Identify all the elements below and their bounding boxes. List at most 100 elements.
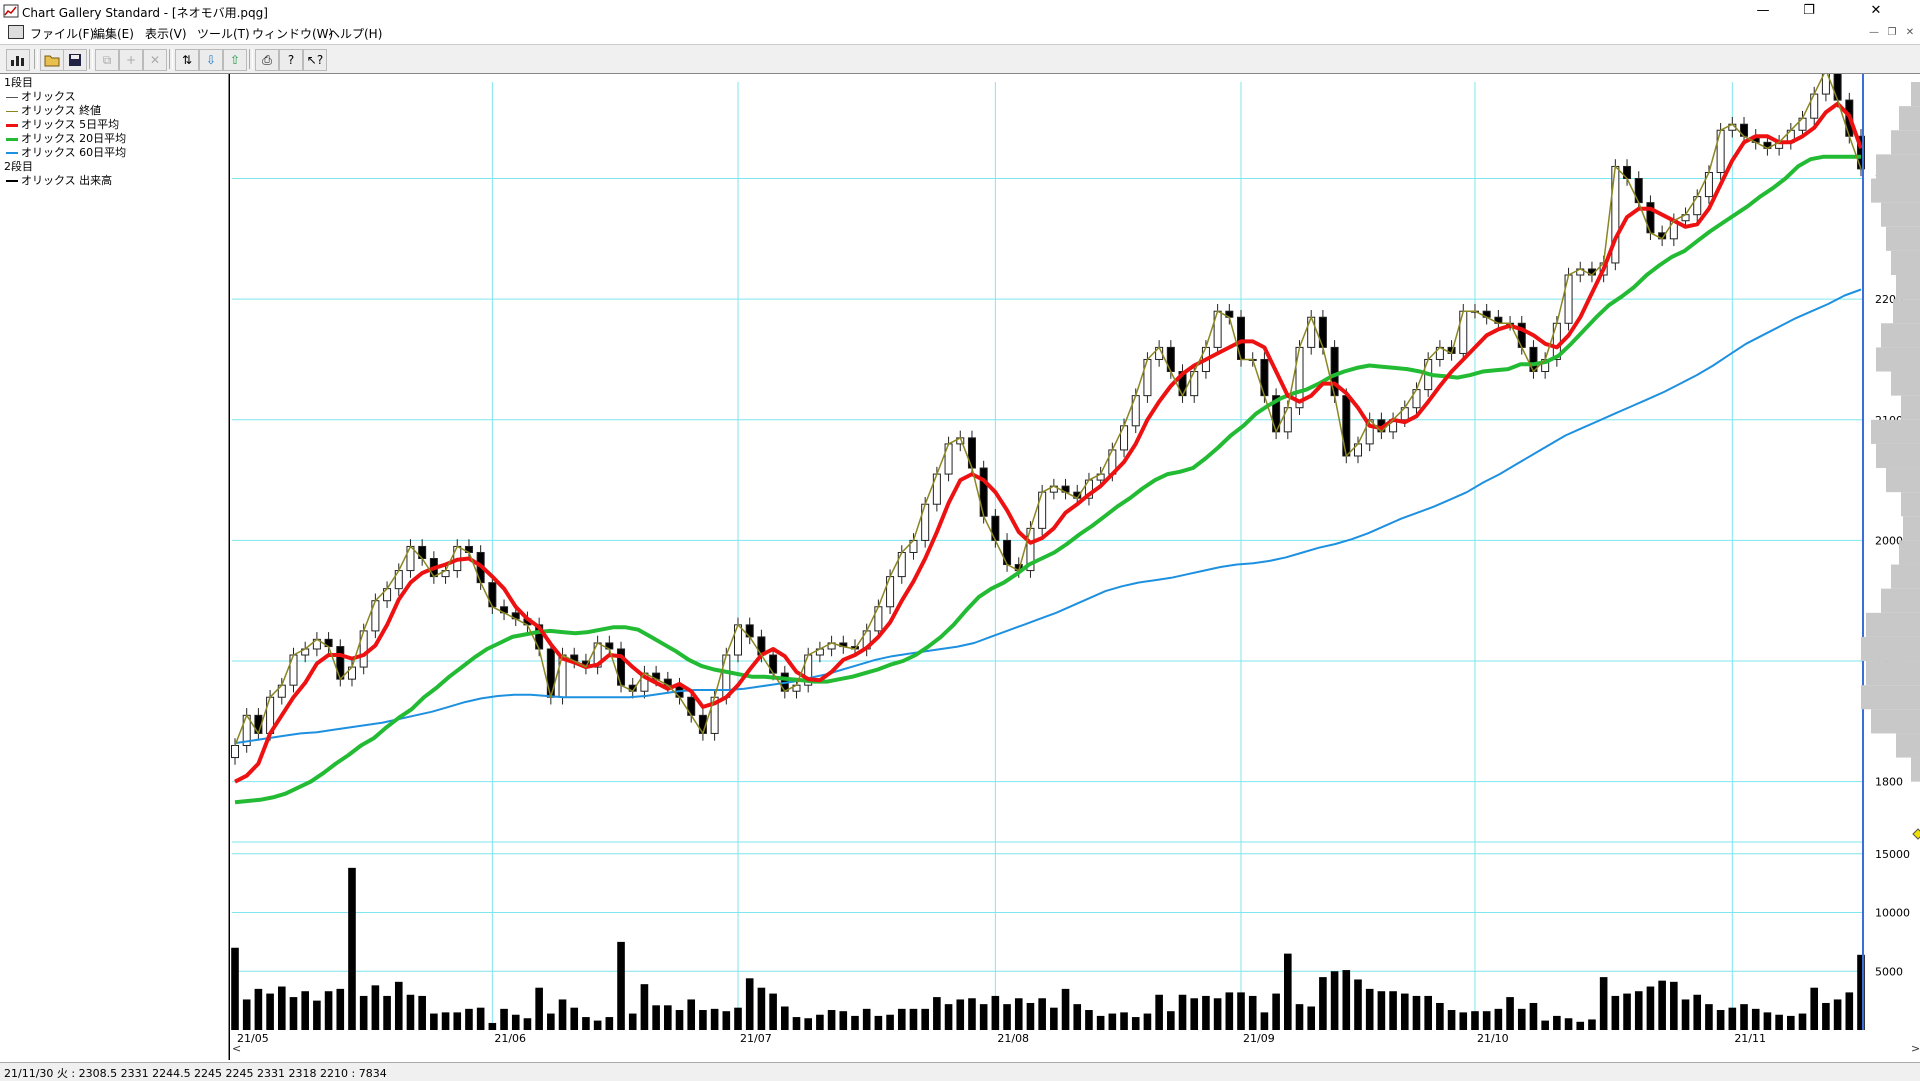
price-volume-histogram-bar (1899, 106, 1920, 131)
volume-bar (1342, 970, 1351, 1030)
volume-bar (1482, 1011, 1491, 1030)
volume-bar (231, 947, 239, 1030)
help-icon[interactable]: ? (279, 49, 303, 71)
save-icon[interactable] (63, 49, 87, 71)
close-line (234, 69, 1862, 746)
volume-bar (1014, 998, 1023, 1030)
chart-canvas[interactable]: 2300220021002000190018001500010000500021… (230, 62, 1920, 1060)
volume-bar (780, 1006, 789, 1030)
volume-bar (1857, 954, 1865, 1030)
chart-area[interactable]: 2300220021002000190018001500010000500021… (229, 62, 1920, 1060)
legend-item-ma5[interactable]: オリックス 5日平均 (6, 118, 119, 132)
open-icon[interactable] (40, 49, 64, 71)
plus-icon[interactable]: + (119, 49, 143, 71)
menu-window[interactable]: ウィンドウ(W) (252, 27, 334, 41)
price-volume-histogram-bar (1866, 612, 1920, 637)
volume-bar (418, 995, 426, 1030)
status-bar: 21/11/30 火 : 2308.5 2331 2244.5 2245 224… (0, 1062, 1920, 1081)
legend-item-ma60[interactable]: オリックス 60日平均 (6, 146, 126, 160)
volume-tick-label: 15000 (1875, 848, 1910, 861)
volume-bar (745, 978, 754, 1030)
volume-bar (874, 1015, 883, 1030)
restore-button[interactable]: ❐ (1803, 3, 1815, 18)
price-volume-histogram-bar (1891, 250, 1920, 276)
volume-bar (710, 1008, 719, 1030)
arrow-down-icon[interactable]: ⇩ (199, 49, 223, 71)
volume-bar (1658, 980, 1666, 1030)
volume-bar (336, 988, 345, 1030)
volume-bar (254, 988, 263, 1030)
volume-bar (944, 1004, 953, 1030)
legend-item-close[interactable]: オリックス 終値 (6, 104, 101, 118)
volume-bar (1096, 1015, 1105, 1030)
menu-help[interactable]: ヘルプ(H) (328, 27, 383, 41)
legend-item-volume[interactable]: オリックス 出来高 (6, 174, 112, 188)
volume-bar (1026, 1002, 1035, 1030)
legend-item[interactable]: オリックス (6, 90, 76, 104)
volume-bar (1061, 988, 1070, 1030)
arrow-up-icon[interactable]: ⇧ (223, 49, 247, 71)
volume-bar (734, 1007, 742, 1030)
close-icon[interactable]: ✕ (143, 49, 167, 71)
volume-bar (1517, 1008, 1526, 1030)
print-icon[interactable]: ⎙ (255, 49, 279, 71)
menu-file[interactable]: ファイル(F) (30, 27, 95, 41)
legend-section-2: 2段目 (4, 160, 33, 173)
close-button[interactable]: ✕ (1870, 3, 1882, 18)
volume-bar (1377, 991, 1386, 1030)
volume-bar (1143, 1013, 1152, 1030)
menu-tools[interactable]: ツール(T) (197, 27, 250, 41)
price-volume-histogram-bar (1881, 323, 1920, 348)
volume-bar (886, 1014, 894, 1030)
ma20-line (234, 154, 1861, 805)
date-tick-label: 21/06 (494, 1032, 526, 1045)
legend-item-ma20[interactable]: オリックス 20日平均 (6, 132, 126, 146)
copy-icon[interactable]: ⧉ (95, 49, 119, 71)
mdi-close-button[interactable]: ✕ (1905, 27, 1915, 38)
volume-bar (1365, 988, 1374, 1030)
volume-bar (1155, 994, 1163, 1030)
volume-bar (1705, 1004, 1713, 1030)
volume-bar (909, 1008, 918, 1030)
ma5-line (234, 101, 1863, 784)
volume-bar (1541, 1020, 1549, 1030)
mdi-restore-button[interactable]: ❐ (1887, 27, 1897, 38)
volume-bar (1775, 1014, 1783, 1030)
menu-view[interactable]: 表示(V) (145, 27, 187, 41)
volume-bar (1400, 993, 1409, 1030)
select-icon[interactable]: ⇅ (175, 49, 199, 71)
volume-bar (406, 994, 415, 1030)
mdi-minimize-button[interactable]: — (1869, 27, 1879, 38)
price-volume-histogram-bar (1876, 154, 1920, 179)
volume-bar (1085, 1010, 1093, 1030)
volume-bar (1459, 1012, 1468, 1030)
volume-bar (664, 1005, 672, 1030)
price-volume-histogram-bar (1891, 130, 1920, 155)
price-volume-histogram-bar (1881, 588, 1920, 613)
title-bar: Chart Gallery Standard - [ネオモバ用.pqg] — ❐… (0, 0, 1920, 22)
toolbar: ⧉ + ✕ ⇅ ⇩ ⇧ ⎙ ? ↖? (0, 44, 1920, 74)
legend-label: オリックス 終値 (21, 104, 102, 117)
volume-bar (1798, 1013, 1807, 1030)
volume-bar (1108, 1013, 1117, 1030)
volume-bar (1354, 979, 1362, 1030)
price-tick-label: 1800 (1875, 776, 1903, 789)
price-volume-histogram-bar (1891, 371, 1920, 396)
volume-bar (1436, 1002, 1444, 1030)
volume-bar (1272, 993, 1280, 1030)
volume-bar (956, 999, 965, 1030)
price-volume-histogram-bar (1891, 564, 1920, 589)
date-tick-label: 21/07 (740, 1032, 772, 1045)
volume-bar (1693, 994, 1702, 1030)
menu-edit[interactable]: 編集(E) (93, 27, 134, 41)
document-icon[interactable] (8, 25, 24, 39)
date-tick-label: 21/11 (1734, 1032, 1766, 1045)
volume-bar (1330, 971, 1339, 1030)
window-title: Chart Gallery Standard - [ネオモバ用.pqg] (22, 6, 268, 20)
legend-panel: 1段目 オリックス オリックス 終値 オリックス 5日平均 オリックス 20日平… (0, 74, 229, 1060)
minimize-button[interactable]: — (1756, 3, 1770, 18)
context-help-icon[interactable]: ↖? (303, 49, 327, 71)
volume-bar (476, 1007, 485, 1030)
volume-bar (628, 1013, 637, 1030)
chart-icon[interactable] (6, 49, 30, 71)
